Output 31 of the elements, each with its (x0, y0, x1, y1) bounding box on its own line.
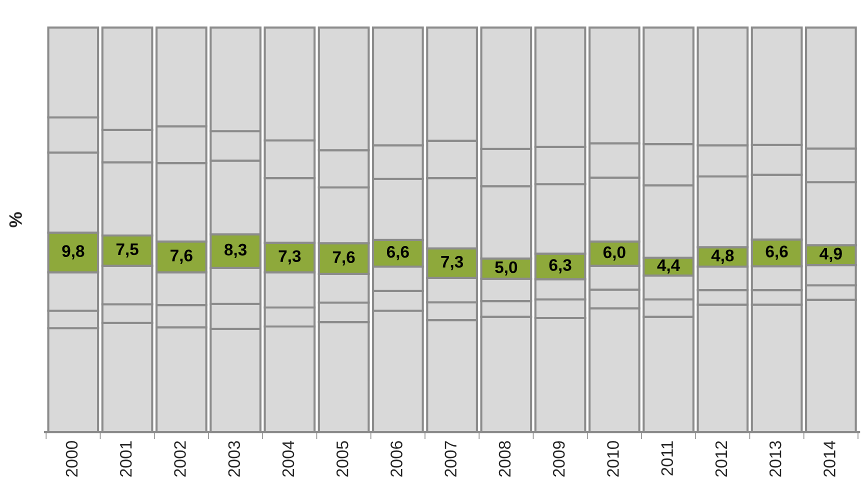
x-tick-label: 2002 (174, 441, 186, 477)
data-label: 5,0 (495, 261, 518, 276)
data-label: 4,9 (820, 248, 842, 262)
x-tick-label: 2005 (336, 441, 348, 477)
data-label: 4,4 (657, 259, 680, 274)
x-tick-label: 2014 (824, 440, 836, 477)
y-axis-title: % (9, 212, 22, 228)
data-label: 4,8 (711, 250, 734, 264)
data-label: 7,6 (332, 251, 355, 266)
x-tick-label: 2001 (120, 441, 132, 477)
data-label: 6,6 (766, 246, 788, 260)
x-tick-label: 2004 (282, 440, 294, 477)
x-tick-label: 2006 (390, 441, 402, 477)
x-tick-label: 2010 (607, 441, 619, 477)
data-label: 7,3 (278, 250, 301, 264)
x-tick-label: 2003 (228, 441, 240, 477)
data-label: 7,3 (441, 256, 464, 270)
data-label: 6,6 (386, 246, 409, 260)
data-label: 7,5 (116, 244, 138, 258)
x-tick-label: 2008 (498, 441, 511, 477)
data-label: 8,3 (224, 244, 247, 258)
x-tick-label: 2009 (552, 441, 565, 477)
data-label: 7,6 (170, 250, 192, 264)
data-label: 6,0 (603, 246, 626, 261)
x-tick-label: 2013 (769, 441, 782, 477)
x-tick-label: 2011 (661, 441, 674, 476)
data-label: 9,8 (62, 245, 84, 260)
x-tick-label: 2000 (66, 441, 78, 477)
x-tick-label: 2007 (444, 441, 457, 477)
x-tick-label: 2012 (715, 441, 728, 477)
data-label: 6,3 (549, 259, 572, 274)
